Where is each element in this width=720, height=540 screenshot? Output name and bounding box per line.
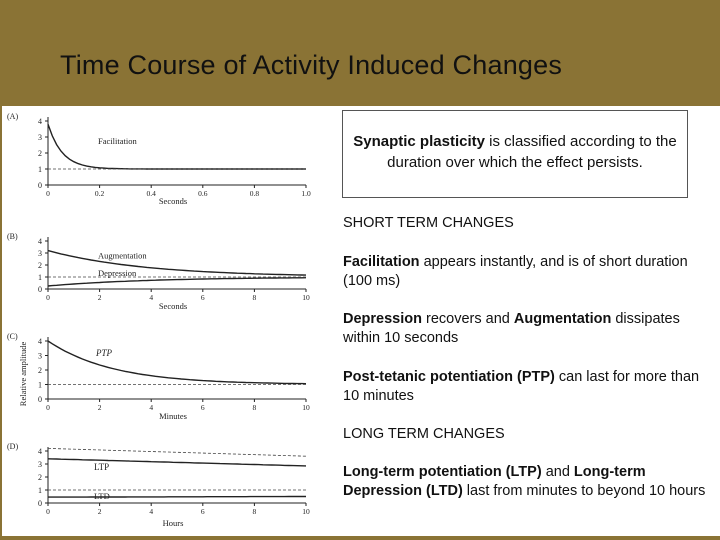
panel-4-y-tick: 1 — [38, 486, 42, 495]
augmentation-curve — [47, 249, 307, 276]
panel-3-x-label: Minutes — [159, 411, 187, 421]
panel-4-y-tick: 4 — [38, 447, 42, 456]
panel-2-y-tick: 0 — [38, 285, 42, 294]
panel-2-y-tick: 4 — [38, 237, 42, 246]
panel-1-x-tick: 0.6 — [198, 189, 208, 198]
panel-3-x-tick: 4 — [149, 403, 153, 412]
panel-4-x-tick: 0 — [46, 507, 50, 516]
ltp-label: LTP — [94, 462, 109, 472]
panel-1-x-label: Seconds — [159, 196, 187, 206]
panel-2-y-tick: 1 — [38, 273, 42, 282]
ptp-curve — [47, 340, 307, 385]
panel-4-tag: (D) — [7, 442, 18, 451]
panel-3-y-tick: 3 — [38, 352, 42, 361]
panel-3-y-tick: 2 — [38, 366, 42, 375]
ltd-bold: Long-term Depression (LTD) — [343, 464, 646, 499]
facilitation-bold: Facilitation — [343, 254, 420, 270]
panel-4-x-tick: 8 — [253, 507, 257, 516]
panel-4-y-tick: 3 — [38, 460, 42, 469]
panel-4-x-tick: 10 — [302, 507, 310, 516]
panel-1-tag: (A) — [7, 112, 18, 121]
augmentation-bold: Augmentation — [513, 311, 612, 327]
facilitation-rest: appears instantly, and is of short durat… — [343, 254, 688, 289]
facilitation-label: Facilitation — [98, 136, 137, 146]
panel-2-x-tick: 2 — [98, 293, 102, 302]
ptp-rest: can last for more than 10 minutes — [343, 369, 700, 404]
depression-bold: Depression — [343, 311, 422, 327]
depression-mid: recovers and — [421, 311, 514, 327]
ltp-text: Long-term potentiation (LTP) and Long-te… — [343, 463, 719, 501]
ltp-bold: Long-term potentiation (LTP) — [343, 464, 542, 480]
panel-1-x-tick: 0 — [46, 189, 50, 198]
y-axis-label: Relative amplitude — [18, 342, 28, 407]
ltp-mid: and — [541, 464, 574, 480]
depression-curve — [47, 277, 307, 287]
panel-3-tag: (C) — [7, 332, 18, 341]
panel-4-x-tick: 4 — [149, 507, 153, 516]
panel-1-x-tick: 1.0 — [301, 189, 311, 198]
panel-3-x-tick: 0 — [46, 403, 50, 412]
slide-title: Time Course of Activity Induced Changes — [60, 50, 563, 80]
panel-4-x-label: Hours — [163, 518, 184, 528]
panel-2-x-label: Seconds — [159, 301, 187, 311]
facilitation-text: Facilitation appears instantly, and is o… — [343, 253, 719, 291]
panel-1-y-tick: 0 — [38, 181, 42, 190]
depression-label: Depression — [98, 268, 137, 278]
ltp-rest: last from minutes to beyond 10 hours — [462, 483, 706, 499]
short-term-heading: SHORT TERM CHANGES — [343, 215, 514, 231]
panel-1-x-tick: 0.2 — [95, 189, 105, 198]
ltp-curve — [47, 458, 307, 467]
definition-box: Synaptic plasticity is classified accord… — [342, 110, 688, 198]
panel-2-x-tick: 0 — [46, 293, 50, 302]
augmentation-label: Augmentation — [98, 250, 147, 260]
panel-3-x-tick: 10 — [302, 403, 310, 412]
panel-2-y-tick: 3 — [38, 249, 42, 258]
panel-4-x-tick: 2 — [98, 507, 102, 516]
panel-4-y-tick: 0 — [38, 499, 42, 508]
panel-3-x-tick: 8 — [253, 403, 257, 412]
panel-4-x-tick: 6 — [201, 507, 205, 516]
figure-panel: (A) 0 1 2 3 4 0 0.2 0.4 0.6 0.8 1.0 Seconds (B) 0 1 2 3 4 0… — [2, 106, 326, 536]
ltd-curve — [48, 495, 306, 498]
panel-2-tag: (B) — [7, 232, 18, 241]
facilitation-curve — [47, 123, 306, 170]
box-text: is classified according to the duration … — [387, 133, 677, 171]
long-term-heading: LONG TERM CHANGES — [343, 426, 505, 442]
panel-3-y-tick: 1 — [38, 381, 42, 390]
depression-text: Depression recovers and Augmentation dis… — [343, 310, 719, 348]
panel-1-x-tick: 0.8 — [250, 189, 260, 198]
panel-1-y-tick: 1 — [38, 165, 42, 174]
ptp-text: Post-tetanic potentiation (PTP) can last… — [343, 368, 719, 406]
ptp-bold: Post-tetanic potentiation (PTP) — [343, 369, 555, 385]
ltd-label: LTD — [94, 491, 110, 501]
panel-2-x-tick: 10 — [302, 293, 310, 302]
panel-1-x-tick: 0.4 — [147, 189, 157, 198]
depression-rest: dissipates within 10 seconds — [343, 311, 680, 346]
panel-1-y-tick: 3 — [38, 133, 42, 142]
panel-3-y-tick: 0 — [38, 395, 42, 404]
ltp-reference-line — [47, 448, 307, 457]
panel-1-y-tick: 2 — [38, 149, 42, 158]
plasticity-figure: (A) 0 1 2 3 4 0 0.2 0.4 0.6 0.8 1.0 Seconds (B) 0 1 2 3 4 0… — [7, 112, 311, 528]
box-bold: Synaptic plasticity — [353, 133, 485, 150]
panel-1-y-tick: 4 — [38, 117, 42, 126]
text-area: Synaptic plasticity is classified accord… — [326, 106, 720, 536]
panel-4-y-tick: 2 — [38, 473, 42, 482]
panel-2-x-tick: 4 — [149, 293, 153, 302]
panel-2-x-tick: 8 — [253, 293, 257, 302]
panel-3-x-tick: 6 — [201, 403, 205, 412]
panel-2-y-tick: 2 — [38, 261, 42, 270]
panel-3-y-tick: 4 — [38, 337, 42, 346]
ptp-label: PTP — [95, 348, 113, 358]
panel-2-x-tick: 6 — [201, 293, 205, 302]
panel-3-x-tick: 2 — [98, 403, 102, 412]
